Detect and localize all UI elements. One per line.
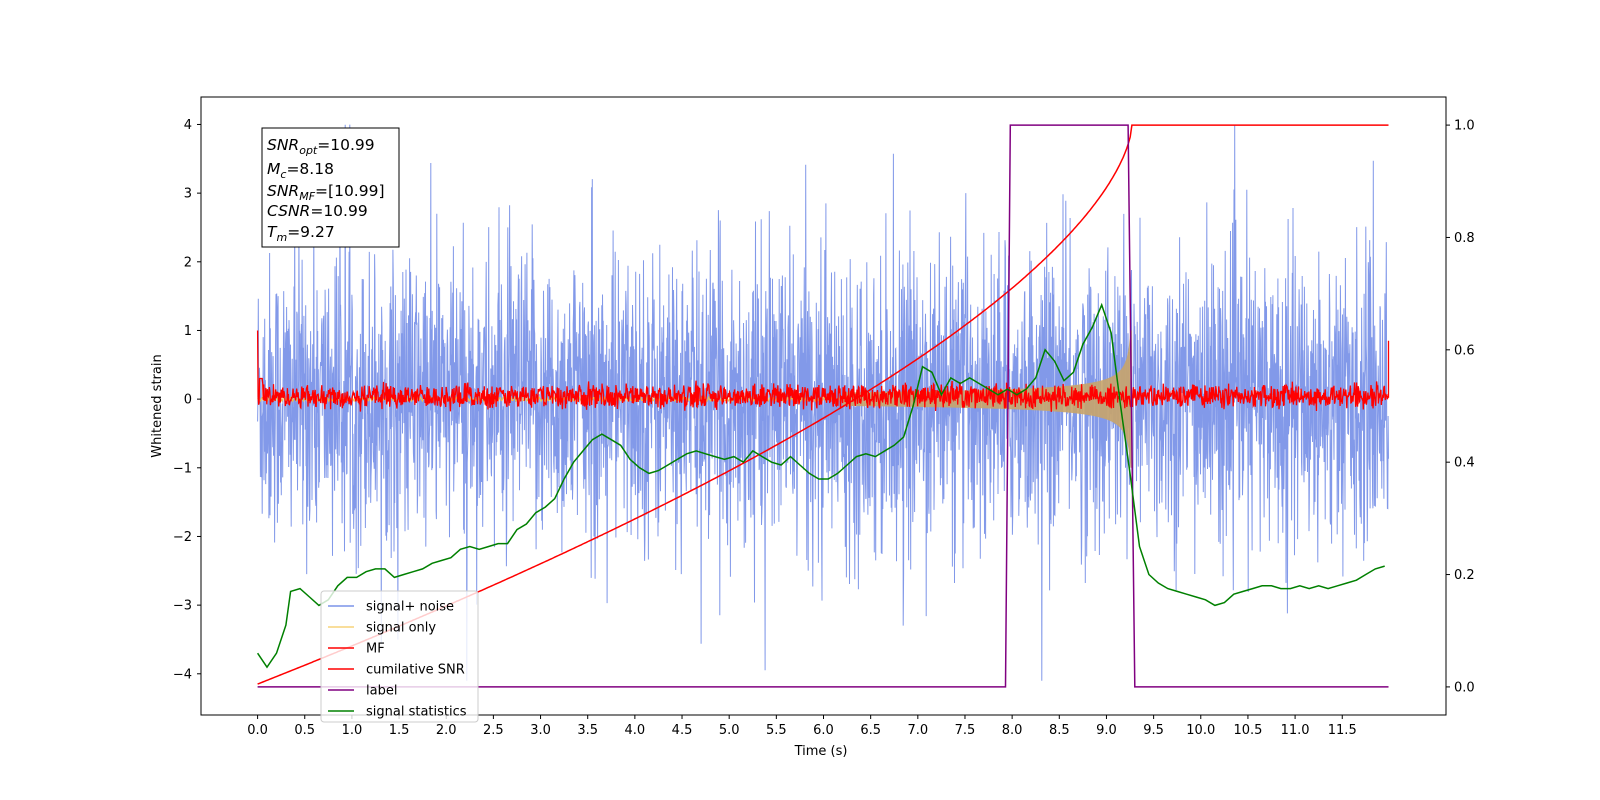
legend-label: signal only (366, 621, 436, 636)
y2-tick-label: 1.0 (1454, 119, 1475, 134)
legend-label: signal statistics (366, 705, 467, 720)
x-tick-label: 10.5 (1233, 723, 1262, 738)
x-tick-label: 4.5 (672, 723, 693, 738)
annotation-snr-mf: SNRMF=[10.99] (267, 182, 385, 203)
legend-label: MF (366, 642, 385, 657)
x-tick-label: 1.5 (389, 723, 410, 738)
x-tick-label: 9.5 (1143, 723, 1164, 738)
y-tick-label: −4 (173, 667, 192, 682)
x-tick-label: 5.5 (766, 723, 787, 738)
y-tick-label: 2 (184, 255, 192, 270)
series-mf-line (256, 330, 1390, 412)
y-axis: 4 3 2 1 0 −1 −2 −3 −4 (173, 118, 201, 682)
y-axis-label: Whitened strain (150, 354, 165, 457)
annotation-tm: Tm=9.27 (267, 223, 335, 244)
x-tick-label: 3.0 (530, 723, 551, 738)
x-tick-label: 3.5 (577, 723, 598, 738)
y2-tick-label: 0.0 (1454, 680, 1475, 695)
x-axis: 0.0 0.5 1.0 1.5 2.0 2.5 3.0 3.5 4.0 4.5 5.0 5.5 6.0 6… (247, 715, 1357, 738)
legend-frame (320, 590, 479, 723)
annotation-box: SNRopt=10.99 Mc=8.18 SNRMF=[10.99] CSNR=… (261, 127, 400, 248)
x-tick-label: 11.0 (1281, 723, 1310, 738)
series-label-line (257, 124, 1389, 688)
x-tick-label: 6.5 (860, 723, 881, 738)
annotation-snr-opt: SNRopt=10.99 (267, 136, 375, 157)
series-signal-noise-line (257, 124, 1389, 681)
x-tick-label: 1.0 (342, 723, 363, 738)
legend: signal+ noise signal only MF cumilative SNR… (320, 590, 479, 723)
x-tick-label: 8.5 (1049, 723, 1070, 738)
y-tick-label: 1 (184, 324, 192, 339)
y-tick-label: 4 (184, 118, 192, 133)
x-tick-label: 0.0 (247, 723, 268, 738)
y2-axis: 1.0 0.8 0.6 0.4 0.2 0.0 (1446, 119, 1475, 695)
legend-label: label (366, 684, 397, 699)
y-tick-label: −3 (173, 599, 192, 614)
y-tick-label: 0 (184, 393, 192, 408)
y-tick-label: −2 (173, 530, 192, 545)
x-tick-label: 2.5 (483, 723, 504, 738)
y2-tick-label: 0.6 (1454, 343, 1475, 358)
series-signal-statistics-line (256, 302, 1385, 669)
x-tick-label: 2.0 (436, 723, 457, 738)
x-tick-label: 4.0 (625, 723, 646, 738)
x-tick-label: 8.0 (1002, 723, 1023, 738)
y2-tick-label: 0.8 (1454, 231, 1475, 246)
legend-label: signal+ noise (366, 600, 454, 615)
y2-tick-label: 0.2 (1454, 568, 1475, 583)
x-tick-label: 10.0 (1186, 723, 1215, 738)
annotation-mc: Mc=8.18 (267, 160, 334, 181)
x-tick-label: 9.0 (1096, 723, 1117, 738)
legend-label: cumilative SNR (366, 663, 465, 678)
x-tick-label: 7.0 (907, 723, 928, 738)
x-tick-label: 11.5 (1328, 723, 1357, 738)
y-tick-label: 3 (184, 187, 192, 202)
x-tick-label: 5.0 (719, 723, 740, 738)
x-tick-label: 6.0 (813, 723, 834, 738)
y-tick-label: −1 (173, 461, 192, 476)
x-axis-label: Time (s) (794, 744, 848, 759)
y2-tick-label: 0.4 (1454, 456, 1475, 471)
x-tick-label: 0.5 (294, 723, 315, 738)
annotation-csnr: CSNR=10.99 (267, 202, 368, 220)
x-tick-label: 7.5 (955, 723, 976, 738)
annotation-frame (261, 127, 400, 248)
